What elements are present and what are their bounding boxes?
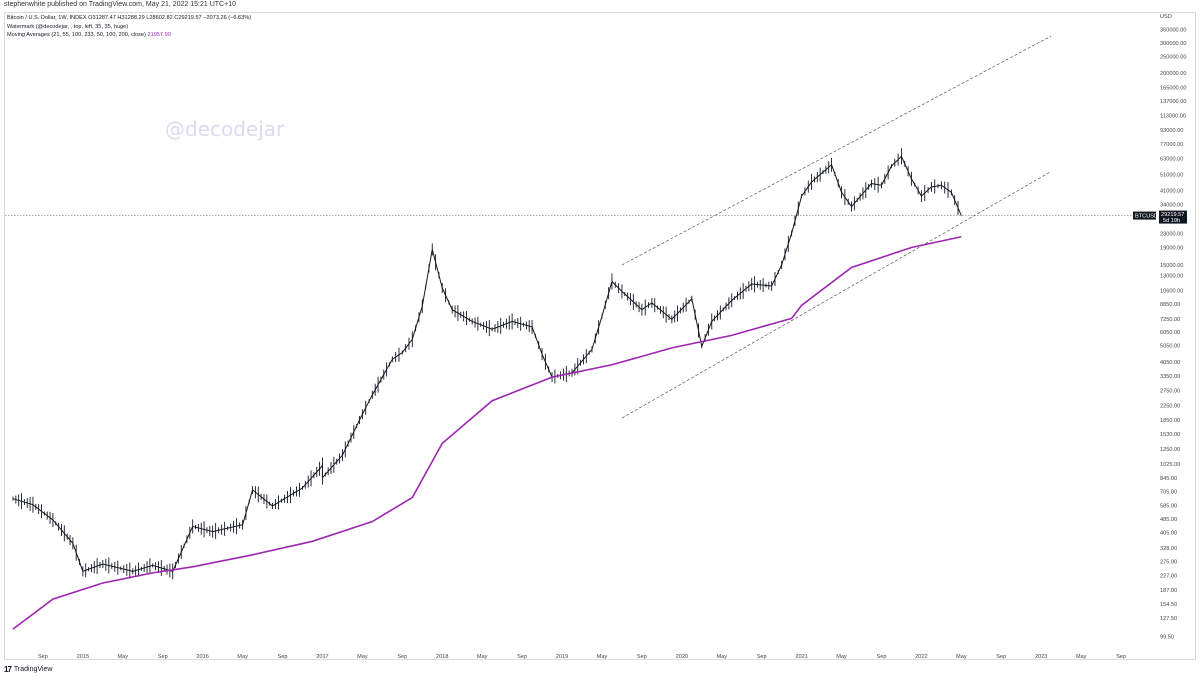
- ma-label: Moving Averages (21, 55, 100, 233, 50, 1…: [7, 32, 146, 39]
- y-tick-label: 93000.00: [1160, 128, 1183, 134]
- x-tick-label: May: [597, 654, 608, 660]
- x-tick-label: 2023: [1035, 654, 1047, 660]
- y-tick-label: 2250.00: [1160, 404, 1180, 410]
- price-series-line: [12, 155, 962, 572]
- y-tick-label: 405.00: [1160, 531, 1177, 537]
- y-tick-label: 154.50: [1160, 602, 1177, 608]
- x-tick-label: Sep: [757, 654, 767, 660]
- x-tick-label: Sep: [397, 654, 407, 660]
- tradingview-brand: TradingView: [13, 666, 53, 673]
- y-tick-label: 200000.00: [1160, 71, 1186, 77]
- x-tick-label: Sep: [996, 654, 1006, 660]
- y-tick-label: 99.50: [1160, 635, 1174, 641]
- y-tick-label: 3350.00: [1160, 374, 1180, 380]
- x-tick-label: May: [956, 654, 967, 660]
- y-tick-label: 6050.00: [1160, 330, 1180, 336]
- x-tick-label: 2017: [316, 654, 328, 660]
- watermark-indicator-line[interactable]: Watermark (@decodejar, , top, left, 35, …: [7, 23, 129, 30]
- x-tick-label: Sep: [38, 654, 48, 660]
- y-axis-currency: USD: [1160, 14, 1172, 20]
- symbol-ohlc-line[interactable]: Bitcoin / U.S. Dollar, 1W, INDEX O31287.…: [7, 15, 252, 21]
- x-tick-label: May: [357, 654, 368, 660]
- y-tick-label: 705.00: [1160, 490, 1177, 496]
- tradingview-logo-icon: 17: [4, 665, 12, 674]
- y-tick-label: 23000.00: [1160, 231, 1183, 237]
- x-tick-label: Sep: [158, 654, 168, 660]
- footer-brand: 17 TradingView: [4, 665, 52, 674]
- x-tick-label: 2021: [795, 654, 807, 660]
- y-tick-label: 2750.00: [1160, 389, 1180, 395]
- x-tick-label: 2019: [556, 654, 568, 660]
- x-tick-label: May: [237, 654, 248, 660]
- x-tick-label: May: [118, 654, 129, 660]
- x-tick-label: 2018: [436, 654, 448, 660]
- y-tick-label: 7250.00: [1160, 317, 1180, 323]
- y-tick-label: 51000.00: [1160, 172, 1183, 178]
- x-tick-label: 2016: [196, 654, 208, 660]
- y-tick-label: 15000.00: [1160, 263, 1183, 269]
- x-tick-label: Sep: [1116, 654, 1126, 660]
- y-tick-label: 137000.00: [1160, 99, 1186, 105]
- x-tick-label: Sep: [876, 654, 886, 660]
- y-tick-label: 8850.00: [1160, 302, 1180, 308]
- y-tick-label: 63000.00: [1160, 157, 1183, 163]
- last-price-badge: [1159, 210, 1187, 224]
- x-tick-label: May: [716, 654, 727, 660]
- x-axis[interactable]: Sep 2015 May Sep 2016 May Sep 2017 May Sep 2018 May…: [38, 654, 1126, 660]
- y-tick-label: 1850.00: [1160, 418, 1180, 424]
- y-tick-label: 845.00: [1160, 476, 1177, 482]
- last-price-value: 29219.57: [1161, 212, 1184, 218]
- y-tick-label: 585.00: [1160, 503, 1177, 509]
- moving-average-indicator-line[interactable]: Moving Averages (21, 55, 100, 233, 50, 1…: [7, 31, 251, 40]
- y-tick-label: 360000.00: [1160, 28, 1186, 34]
- y-tick-label: 34000.00: [1160, 202, 1183, 208]
- y-tick-label: 77000.00: [1160, 142, 1183, 148]
- watermark-text: @decodejar: [165, 117, 285, 141]
- y-tick-label: 1250.00: [1160, 447, 1180, 453]
- x-tick-label: Sep: [637, 654, 647, 660]
- x-tick-label: May: [1076, 654, 1087, 660]
- x-tick-label: 2020: [676, 654, 688, 660]
- x-tick-label: Sep: [278, 654, 288, 660]
- price-bars: [12, 148, 959, 580]
- y-tick-label: 275.00: [1160, 559, 1177, 565]
- y-axis[interactable]: 360000.00 300000.00 250000.00 200000.00 1650…: [1160, 14, 1186, 641]
- y-tick-label: 19000.00: [1160, 245, 1183, 251]
- symbol-badge-label: BTCUSD: [1135, 214, 1158, 220]
- symbol-badge: [1133, 211, 1156, 220]
- x-tick-label: May: [836, 654, 847, 660]
- chart-legend: Bitcoin / U.S. Dollar, 1W, INDEX O31287.…: [7, 14, 251, 40]
- y-tick-label: 328.00: [1160, 546, 1177, 552]
- channel-trendline-2: [621, 171, 1052, 419]
- last-price-countdown: 5d 19h: [1163, 218, 1180, 224]
- y-tick-label: 250000.00: [1160, 55, 1186, 61]
- y-tick-label: 227.00: [1160, 573, 1177, 579]
- channel-trendline-1: [621, 35, 1052, 266]
- y-tick-label: 187.00: [1160, 588, 1177, 594]
- x-tick-label: Sep: [517, 654, 527, 660]
- chart-frame: [4, 12, 1196, 660]
- y-tick-label: 13000.00: [1160, 274, 1183, 280]
- y-tick-label: 4050.00: [1160, 360, 1180, 366]
- y-tick-label: 5050.00: [1160, 344, 1180, 350]
- moving-average-line: [12, 235, 962, 630]
- publish-attribution: stephenwhite published on TradingView.co…: [4, 1, 236, 8]
- y-tick-label: 113000.00: [1160, 113, 1186, 119]
- y-tick-label: 300000.00: [1160, 41, 1186, 47]
- ma-value: 21957.99: [147, 32, 171, 39]
- y-tick-label: 41000.00: [1160, 188, 1183, 194]
- y-tick-label: 1025.00: [1160, 462, 1180, 468]
- y-tick-label: 165000.00: [1160, 85, 1186, 91]
- y-tick-label: 127.50: [1160, 616, 1177, 622]
- y-tick-label: 485.00: [1160, 517, 1177, 523]
- x-tick-label: 2015: [77, 654, 89, 660]
- x-tick-label: May: [477, 654, 488, 660]
- y-tick-label: 10600.00: [1160, 289, 1183, 295]
- y-tick-label: 1530.00: [1160, 432, 1180, 438]
- x-tick-label: 2022: [915, 654, 927, 660]
